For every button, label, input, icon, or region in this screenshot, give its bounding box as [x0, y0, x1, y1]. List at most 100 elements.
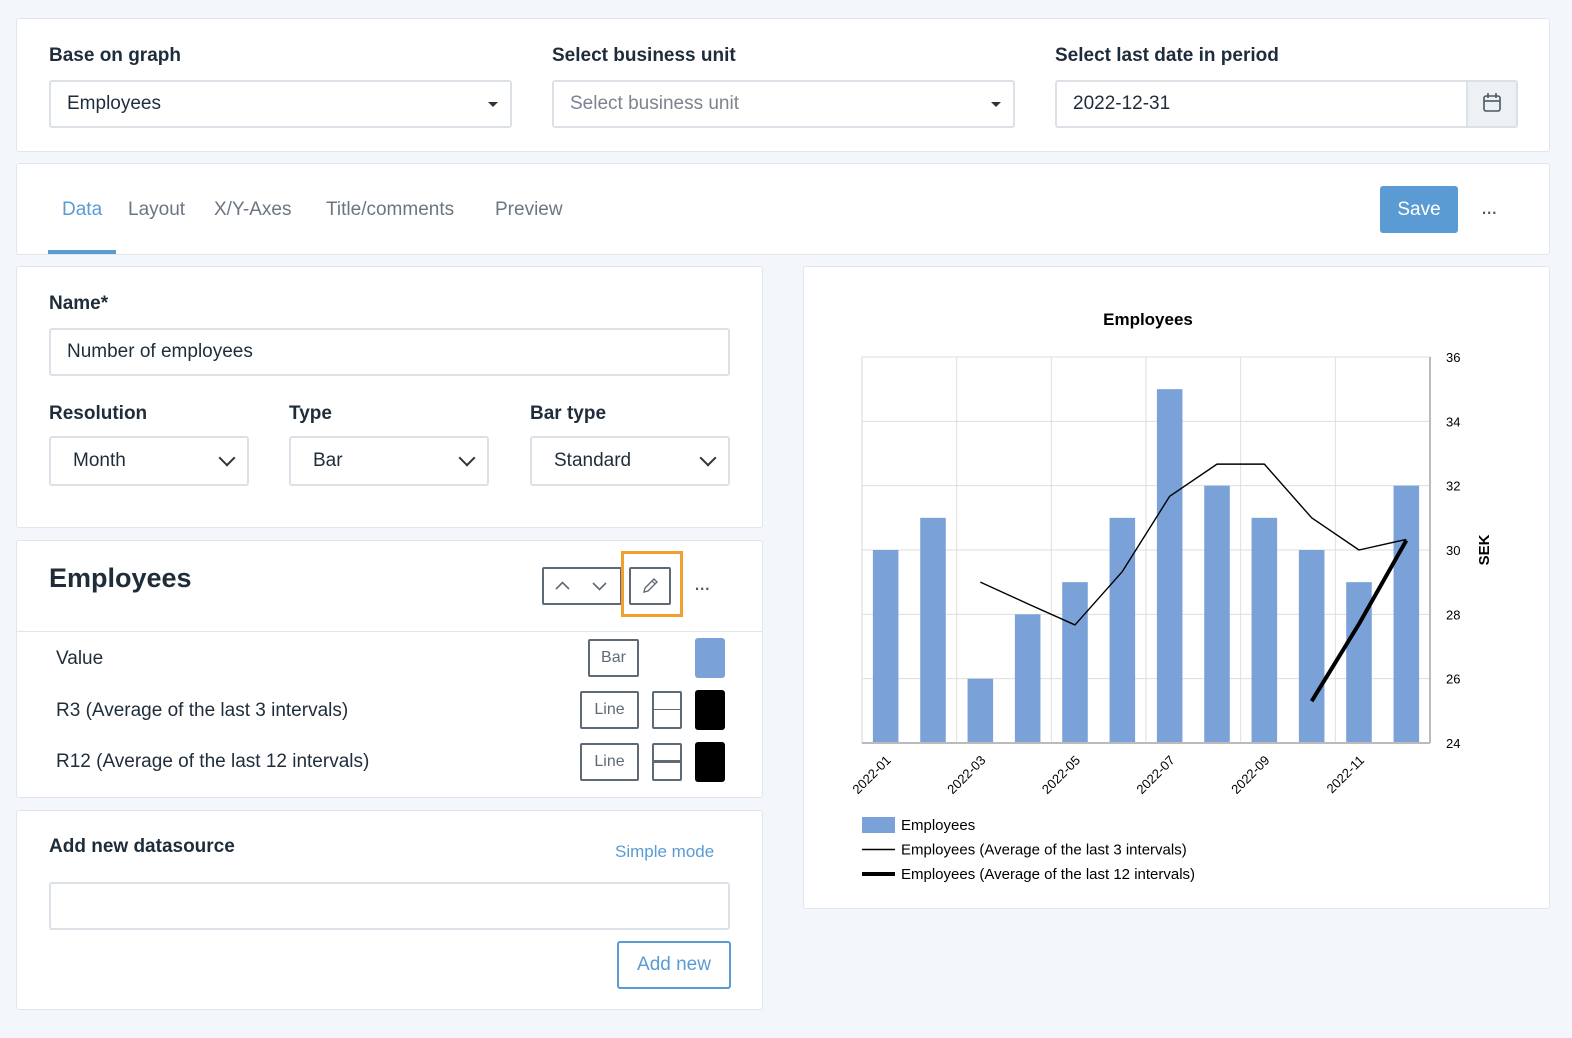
x-tick-label: 2022-07 [1133, 753, 1177, 797]
bar [1062, 582, 1088, 743]
series-card: Employees ... Value Bar R3 (Average of t… [16, 540, 763, 798]
calendar-button[interactable] [1466, 80, 1518, 128]
y-tick-label: 34 [1446, 414, 1460, 429]
type-select[interactable]: Bar [289, 436, 489, 486]
line-style-button[interactable] [652, 743, 682, 781]
chevron-down-icon [218, 449, 236, 467]
tabs-card [16, 163, 1550, 255]
chevron-down-icon [592, 582, 607, 591]
datasource-title: Add new datasource [49, 836, 235, 857]
base-graph-label: Base on graph [49, 45, 181, 66]
y-tick-label: 26 [1446, 672, 1460, 687]
x-tick-label: 2022-09 [1228, 753, 1272, 797]
series-more-icon[interactable]: ... [694, 570, 710, 595]
last-date-input[interactable]: 2022-12-31 [1055, 80, 1468, 128]
edit-button[interactable] [629, 567, 671, 605]
last-date-label: Select last date in period [1055, 45, 1279, 66]
series-row-label: R12 (Average of the last 12 intervals) [56, 751, 370, 772]
bar [1298, 550, 1325, 743]
series-title: Employees [49, 563, 192, 593]
pencil-icon [643, 578, 658, 593]
business-unit-label: Select business unit [552, 45, 736, 66]
y-tick-label: 32 [1446, 479, 1460, 494]
thin-line-icon [654, 709, 680, 710]
bar [1251, 517, 1278, 743]
name-value: Number of employees [67, 341, 253, 362]
color-swatch[interactable] [695, 690, 725, 730]
series-type-button[interactable]: Line [580, 743, 639, 781]
y-tick-label: 28 [1446, 607, 1460, 622]
line-style-button[interactable] [652, 691, 682, 729]
bar [1204, 485, 1230, 743]
chevron-up-icon [555, 581, 570, 590]
divider [17, 631, 762, 632]
bar [1109, 517, 1136, 743]
y-tick-label: 36 [1446, 350, 1460, 365]
bar [1156, 389, 1183, 743]
r12-line [1309, 539, 1409, 703]
settings-card: Name* Number of employees Resolution Mon… [16, 266, 763, 528]
name-label: Name* [49, 293, 109, 314]
chart-title: Employees [1103, 310, 1193, 329]
chevron-down-icon [699, 449, 717, 467]
series-row-label: R3 (Average of the last 3 intervals) [56, 700, 349, 721]
bar [1014, 614, 1041, 743]
bar-type-select[interactable]: Standard [530, 436, 730, 486]
x-tick-label: 2022-11 [1323, 753, 1367, 797]
simple-mode-link[interactable]: Simple mode [615, 842, 715, 861]
base-graph-value: Employees [67, 93, 161, 114]
y-axis-label: SEK [1476, 534, 1493, 565]
employees-chart: Employees SEK 24 26 28 30 32 34 36 2022-01 2022-… [849, 310, 1493, 883]
bar [920, 517, 946, 743]
edit-highlight [621, 551, 683, 617]
tab-title-comments[interactable]: Title/comments [326, 199, 455, 220]
legend-label: Employees [901, 817, 975, 834]
color-swatch[interactable] [695, 638, 725, 678]
legend-label: Employees (Average of the last 12 interv… [901, 866, 1195, 883]
tab-preview[interactable]: Preview [495, 199, 563, 220]
name-input[interactable]: Number of employees [49, 328, 730, 376]
active-tab-indicator [48, 250, 116, 254]
datasource-card: Add new datasource Simple mode Add new [16, 810, 763, 1010]
calendar-icon [1483, 93, 1501, 112]
x-tick-label: 2022-05 [1039, 753, 1083, 797]
series-type-button[interactable]: Line [580, 691, 639, 729]
r3-line [980, 463, 1407, 626]
move-down-button[interactable] [581, 567, 622, 605]
y-tick-label: 24 [1446, 736, 1460, 751]
caret-down-icon [488, 102, 498, 107]
filter-card: Base on graph Employees Select business … [16, 18, 1550, 152]
type-value: Bar [313, 450, 343, 471]
type-label: Type [289, 403, 332, 424]
datasource-input[interactable] [49, 882, 730, 930]
resolution-label: Resolution [49, 403, 148, 424]
legend-label: Employees (Average of the last 3 interva… [901, 842, 1187, 859]
bar-type-value: Standard [554, 450, 632, 471]
base-graph-select[interactable]: Employees [49, 80, 512, 128]
business-unit-select[interactable]: Select business unit [552, 80, 1015, 128]
x-tick-label: 2022-03 [944, 753, 988, 797]
tab-layout[interactable]: Layout [128, 199, 186, 220]
bar [1393, 485, 1420, 743]
save-button[interactable]: Save [1380, 186, 1458, 233]
business-unit-placeholder: Select business unit [570, 93, 739, 114]
x-tick-label: 2022-01 [849, 753, 893, 797]
thick-line-icon [654, 760, 680, 763]
add-new-button[interactable]: Add new [617, 941, 731, 989]
tab-data[interactable]: Data [62, 199, 103, 220]
bar [967, 678, 994, 743]
caret-down-icon [991, 102, 1001, 107]
bar-type-label: Bar type [530, 403, 607, 424]
more-options-icon[interactable]: ... [1481, 194, 1497, 219]
move-up-button[interactable] [542, 567, 583, 605]
resolution-value: Month [73, 450, 126, 471]
series-row-label: Value [56, 648, 104, 669]
tab-xy-axes[interactable]: X/Y-Axes [214, 199, 292, 220]
color-swatch[interactable] [695, 742, 725, 782]
chart-card: Employees SEK 24 26 28 30 32 34 36 2022-01 2022-… [803, 266, 1550, 909]
last-date-value: 2022-12-31 [1073, 93, 1171, 114]
resolution-select[interactable]: Month [49, 436, 249, 486]
y-tick-label: 30 [1446, 543, 1460, 558]
legend-swatch [862, 817, 895, 833]
series-type-button[interactable]: Bar [588, 639, 639, 677]
